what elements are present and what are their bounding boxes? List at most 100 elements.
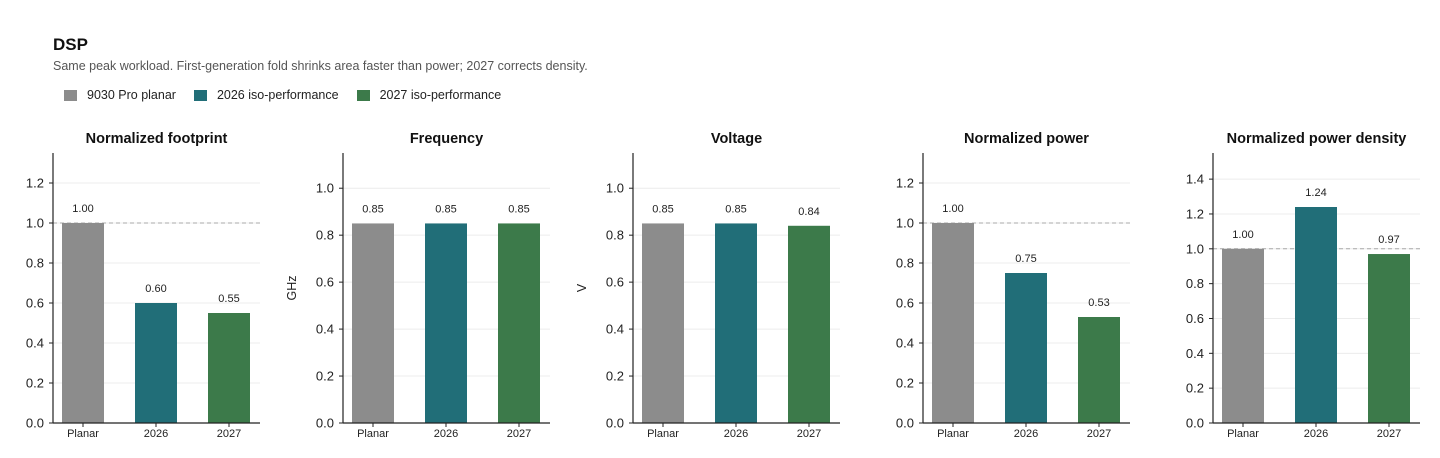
voltage-title: Voltage [711, 131, 762, 147]
voltage-ytick-label: 1.0 [606, 181, 624, 196]
normalized-power-density-value-label: 0.97 [1378, 234, 1399, 246]
legend-label-2027: 2027 iso-performance [379, 88, 502, 102]
normalized-power-density-title: Normalized power density [1227, 131, 1407, 147]
voltage-value-label: 0.85 [652, 203, 673, 215]
voltage-ytick-label: 0.6 [606, 275, 624, 290]
normalized-power-ytick-label: 0.0 [896, 416, 914, 431]
voltage-value-label: 0.84 [798, 206, 819, 218]
normalized-power-bar-2027 [1078, 317, 1120, 423]
frequency-title: Frequency [410, 131, 483, 147]
voltage-bar-2026 [715, 223, 757, 423]
normalized-power-density-ytick-label: 0.2 [1186, 381, 1204, 396]
normalized-footprint-ytick-label: 1.2 [26, 176, 44, 191]
normalized-power-ytick-label: 0.6 [896, 296, 914, 311]
normalized-power-density-ytick-label: 1.4 [1186, 172, 1204, 187]
chart-header: DSP Same peak workload. First-generation… [53, 35, 588, 74]
normalized-footprint-value-label: 0.60 [145, 283, 166, 295]
normalized-footprint-ytick-label: 0.0 [26, 416, 44, 431]
voltage-bar-planar [642, 223, 684, 423]
frequency-ytick-label: 0.2 [316, 369, 334, 384]
frequency-bar-2026 [425, 223, 467, 423]
normalized-footprint-bar-planar [62, 223, 104, 423]
normalized-power-density-bar-planar [1222, 248, 1264, 423]
normalized-power-ytick-label: 0.4 [896, 336, 914, 351]
voltage-bar-2027 [788, 225, 830, 423]
page-title: DSP [53, 35, 88, 54]
normalized-power-density-value-label: 1.24 [1305, 187, 1326, 199]
normalized-power-bar-2026 [1005, 273, 1047, 423]
voltage-ylabel: V [575, 283, 589, 292]
legend-item-2027: 2027 iso-performance [356, 88, 502, 102]
frequency-value-label: 0.85 [435, 203, 456, 215]
frequency-xtick-label: 2026 [434, 428, 458, 440]
normalized-power-density-ytick-label: 0.0 [1186, 416, 1204, 431]
normalized-power-title: Normalized power [964, 131, 1089, 147]
normalized-power-density-xtick-label: Planar [1227, 428, 1259, 440]
normalized-power-bar-planar [932, 223, 974, 423]
voltage-ytick-label: 0.4 [606, 322, 624, 337]
normalized-footprint-ytick-label: 1.0 [26, 216, 44, 231]
legend-item-2026: 2026 iso-performance [193, 88, 339, 102]
voltage-ytick-label: 0.8 [606, 228, 624, 243]
normalized-power-density-xtick-label: 2026 [1304, 428, 1328, 440]
normalized-power-density-ytick-label: 1.0 [1186, 241, 1204, 256]
frequency-ytick-label: 0.6 [316, 275, 334, 290]
normalized-power-ytick-label: 0.8 [896, 256, 914, 271]
voltage-xtick-label: Planar [647, 428, 679, 440]
frequency-ytick-label: 0.8 [316, 228, 334, 243]
legend-label-2026: 2026 iso-performance [216, 88, 339, 102]
normalized-footprint-xtick-label: 2027 [217, 428, 241, 440]
legend-label-planar: 9030 Pro planar [87, 88, 176, 102]
normalized-footprint-xtick-label: Planar [67, 428, 99, 440]
frequency-xtick-label: Planar [357, 428, 389, 440]
normalized-footprint-bar-2027 [208, 313, 250, 423]
frequency-ylabel: GHz [285, 276, 299, 301]
frequency-bar-2027 [498, 223, 540, 423]
frequency-ytick-label: 0.4 [316, 322, 334, 337]
voltage-xtick-label: 2026 [724, 428, 748, 440]
normalized-power-value-label: 0.53 [1088, 297, 1109, 309]
frequency-bar-planar [352, 223, 394, 423]
legend: 9030 Pro planar 2026 iso-performance 202… [64, 88, 501, 102]
voltage-value-label: 0.85 [725, 203, 746, 215]
normalized-power-density-bar-2027 [1368, 254, 1410, 423]
normalized-power-ytick-label: 1.2 [896, 176, 914, 191]
normalized-power-density-ytick-label: 0.4 [1186, 346, 1204, 361]
normalized-power-density-xtick-label: 2027 [1377, 428, 1401, 440]
normalized-power-density-ytick-label: 0.6 [1186, 311, 1204, 326]
normalized-power-density-ytick-label: 0.8 [1186, 276, 1204, 291]
normalized-power-ytick-label: 1.0 [896, 216, 914, 231]
normalized-footprint-value-label: 0.55 [218, 293, 239, 305]
legend-swatch-2027 [356, 89, 370, 101]
normalized-power-value-label: 1.00 [942, 203, 963, 215]
legend-swatch-planar [64, 89, 77, 101]
voltage-ytick-label: 0.2 [606, 369, 624, 384]
normalized-power-density-ytick-label: 1.2 [1186, 206, 1204, 221]
voltage-xtick-label: 2027 [797, 428, 821, 440]
frequency-value-label: 0.85 [508, 203, 529, 215]
frequency-ytick-label: 1.0 [316, 181, 334, 196]
normalized-power-density-bar-2026 [1295, 207, 1337, 423]
normalized-power-xtick-label: 2026 [1014, 428, 1038, 440]
normalized-power-density-value-label: 1.00 [1232, 229, 1253, 241]
page-subtitle: Same peak workload. First-generation fol… [53, 59, 588, 73]
frequency-ytick-label: 0.0 [316, 416, 334, 431]
voltage-ytick-label: 0.0 [606, 416, 624, 431]
frequency-xtick-label: 2027 [507, 428, 531, 440]
legend-swatch-2026 [193, 89, 207, 101]
normalized-footprint-ytick-label: 0.4 [26, 336, 44, 351]
normalized-footprint-ytick-label: 0.2 [26, 376, 44, 391]
normalized-footprint-ytick-label: 0.8 [26, 256, 44, 271]
frequency-value-label: 0.85 [362, 203, 383, 215]
legend-item-planar: 9030 Pro planar [64, 88, 176, 102]
normalized-footprint-value-label: 1.00 [72, 203, 93, 215]
normalized-footprint-ytick-label: 0.6 [26, 296, 44, 311]
normalized-footprint-bar-2026 [135, 303, 177, 423]
normalized-power-ytick-label: 0.2 [896, 376, 914, 391]
normalized-footprint-title: Normalized footprint [86, 131, 228, 147]
normalized-power-value-label: 0.75 [1015, 253, 1036, 265]
normalized-power-xtick-label: Planar [937, 428, 969, 440]
normalized-power-xtick-label: 2027 [1087, 428, 1111, 440]
normalized-footprint-xtick-label: 2026 [144, 428, 168, 440]
